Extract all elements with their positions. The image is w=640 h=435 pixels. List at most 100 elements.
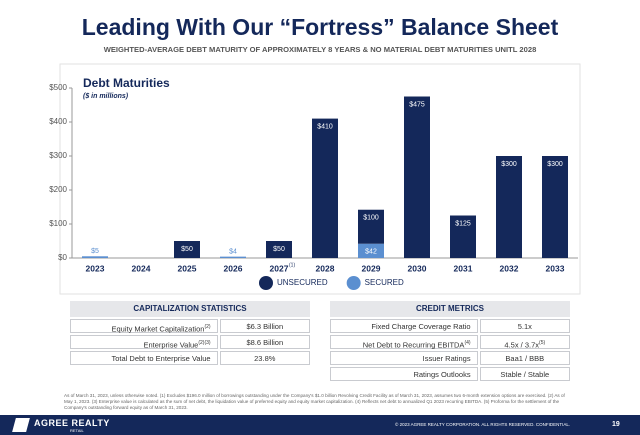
x-tick-label: 2029: [362, 263, 381, 273]
label-text: Issuer Ratings: [422, 354, 471, 363]
chart-subtitle: ($ in millions): [83, 93, 129, 100]
bar: [220, 256, 246, 258]
label-text: Equity Market Capitalization: [111, 324, 205, 334]
title: Leading With Our “Fortress” Balance Shee…: [81, 14, 559, 40]
value-label: $100: [363, 215, 379, 222]
y-tick-label: $200: [49, 185, 67, 194]
footnote: As of March 31, 2023, unless otherwise n…: [64, 393, 565, 410]
row-label: Enterprise Value(2)(3): [70, 335, 218, 350]
bar: [266, 241, 292, 258]
label-text: Fixed Charge Coverage Ratio: [371, 322, 471, 331]
value-text: Baa1 / BBB: [505, 354, 545, 363]
table-row: Issuer Ratings Baa1 / BBB: [330, 351, 570, 365]
legend-label: UNSECURED: [277, 278, 328, 287]
bar: [358, 209, 384, 244]
value-text: 5.1x: [517, 322, 532, 331]
subtitle: WEIGHTED-AVERAGE DEBT MATURITY OF APPROX…: [103, 45, 537, 54]
x-tick-label: 2025: [178, 263, 197, 273]
page-number: 19: [612, 421, 620, 428]
x-tick-label: 2023: [86, 263, 105, 273]
row-label: Total Debt to Enterprise Value: [70, 351, 218, 365]
logo-mark: [12, 418, 30, 432]
table-header: CAPITALIZATION STATISTICS: [70, 301, 310, 317]
bar: [404, 96, 430, 258]
chart-frame: [59, 63, 581, 295]
y-tick-label: $300: [49, 151, 67, 160]
bar: [82, 256, 108, 258]
table-row: Ratings Outlooks Stable / Stable: [330, 367, 570, 381]
row-label: Net Debt to Recurring EBITDA(4): [330, 335, 478, 350]
label-text: Enterprise Value: [143, 340, 199, 350]
table-header: CREDIT METRICS: [330, 301, 570, 317]
label-text: Ratings Outlooks: [413, 370, 471, 379]
value-label: $475: [409, 101, 425, 108]
x-tick-label: 2028: [316, 263, 335, 273]
x-tick-label: 2026: [224, 263, 243, 273]
bar: [312, 118, 338, 258]
logo-sub: RETAIL: [70, 428, 84, 433]
value-label: $4: [229, 248, 237, 255]
value-label: $50: [273, 246, 285, 253]
bar: [450, 215, 476, 258]
legend-swatch: [346, 276, 361, 290]
value-label: $5: [91, 248, 99, 255]
bar: [174, 241, 200, 258]
x-tick-label: 2033: [546, 263, 565, 273]
row-value: Stable / Stable: [479, 367, 570, 381]
logo: AGREE REALTY: [34, 418, 110, 428]
row-value: 5.1x: [479, 319, 570, 333]
table-row: Net Debt to Recurring EBITDA(4) 4.5x / 3.…: [330, 335, 570, 350]
label-text: Net Debt to Recurring EBITDA: [362, 340, 465, 350]
bar: [358, 243, 384, 258]
bar: [542, 156, 568, 258]
value-label: $300: [547, 161, 563, 168]
row-value: Baa1 / BBB: [479, 351, 570, 365]
row-value: $6.3 Billion: [219, 319, 310, 333]
value-text: 23.8%: [254, 354, 276, 363]
value-label: $300: [501, 161, 517, 168]
table: CREDIT METRICS Fixed Charge Coverage Rati…: [330, 301, 570, 383]
table-row: Equity Market Capitalization(2) $6.3 Bill…: [70, 319, 310, 334]
value-note: (5): [539, 340, 546, 346]
value-text: 4.5x / 3.7x: [504, 340, 540, 350]
row-label: Issuer Ratings: [330, 351, 478, 365]
value-label: $410: [317, 123, 333, 130]
value-text: $8.6 Billion: [246, 338, 284, 347]
x-tick-label: 2032: [500, 263, 519, 273]
table: CAPITALIZATION STATISTICS Equity Market C…: [70, 301, 310, 367]
legend-swatch: [259, 276, 273, 290]
y-tick-label: $0: [58, 253, 67, 262]
value-label: $42: [365, 249, 377, 256]
y-tick-label: $400: [49, 117, 67, 126]
x-tick-label: 2024: [132, 263, 151, 273]
value-label: $50: [181, 246, 193, 253]
label-text: Total Debt to Enterprise Value: [111, 354, 211, 363]
table-row: Total Debt to Enterprise Value 23.8%: [70, 351, 310, 365]
table-row: Enterprise Value(2)(3) $8.6 Billion: [70, 335, 310, 350]
label-note: (4): [464, 340, 471, 346]
x-tick-note: (1): [289, 262, 295, 268]
x-tick-label: 2030: [408, 263, 427, 273]
table-row: Fixed Charge Coverage Ratio 5.1x: [330, 319, 570, 333]
row-value: $8.6 Billion: [219, 335, 310, 349]
value-text: Stable / Stable: [500, 370, 550, 379]
chart-title: Debt Maturities: [83, 76, 170, 90]
x-tick-label: 2027: [270, 263, 289, 273]
row-value: 23.8%: [219, 351, 310, 365]
row-label: Ratings Outlooks: [330, 367, 478, 381]
bar: [496, 156, 522, 258]
label-note: (2): [204, 324, 211, 330]
legend-label: SECURED: [365, 278, 404, 287]
chart: Debt Maturities ($ in millions) $0 $100 $2…: [49, 63, 581, 295]
footer: AGREE REALTY RETAIL © 2023 AGREE REALTY …: [0, 415, 640, 435]
value-label: $125: [455, 220, 471, 227]
row-label: Fixed Charge Coverage Ratio: [330, 319, 478, 333]
row-value: 4.5x / 3.7x(5): [479, 335, 570, 350]
y-tick-label: $500: [49, 83, 67, 92]
copyright: © 2023 AGREE REALTY CORPORATION. ALL RIG…: [395, 422, 571, 427]
label-note: (2)(3): [198, 340, 211, 346]
y-tick-label: $100: [49, 219, 67, 228]
row-label: Equity Market Capitalization(2): [70, 319, 218, 334]
x-tick-label: 2031: [454, 263, 473, 273]
